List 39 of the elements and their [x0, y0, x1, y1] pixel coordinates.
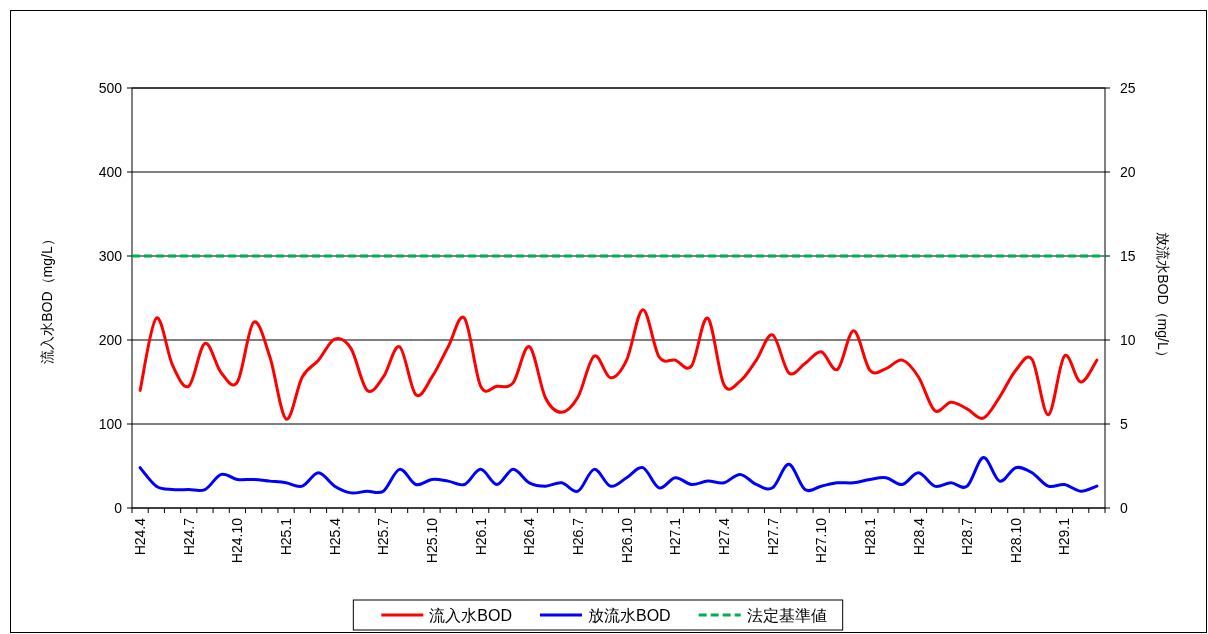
x-tick-label: H26.1 — [472, 517, 489, 556]
legend-label: 流入水BOD — [429, 607, 512, 624]
y-tick-label: 0 — [114, 500, 123, 516]
y-tick-label: 300 — [98, 248, 123, 264]
x-tick-label: H27.7 — [764, 517, 781, 556]
x-tick-label: H27.1 — [667, 517, 684, 556]
y2-tick-label: 15 — [1120, 248, 1136, 264]
y2-axis-title: 放流水BOD（mg/L） — [1155, 232, 1171, 364]
x-tick-label: H27.4 — [715, 517, 732, 556]
x-tick-label: H27.10 — [813, 517, 830, 564]
legend-label: 放流水BOD — [588, 607, 671, 624]
y2-tick-label: 10 — [1120, 332, 1136, 348]
y2-tick-label: 5 — [1120, 416, 1128, 432]
x-tick-label: H25.4 — [326, 517, 343, 556]
x-tick-label: H26.10 — [618, 517, 635, 564]
line-series — [138, 456, 1099, 495]
y2-tick-label: 0 — [1120, 500, 1128, 516]
x-tick-label: H29.1 — [1056, 517, 1073, 556]
y-tick-label: 400 — [98, 164, 123, 180]
legend-label: 法定基準値 — [746, 607, 827, 624]
x-tick-label: H25.7 — [375, 517, 392, 556]
x-tick-label: H28.4 — [910, 517, 927, 556]
x-tick-label: H24.10 — [229, 517, 246, 564]
y2-tick-label: 20 — [1120, 164, 1136, 180]
x-tick-label: H24.4 — [132, 517, 149, 556]
x-tick-label: H25.1 — [278, 517, 295, 556]
x-tick-label: H25.10 — [424, 517, 441, 564]
y-axis-title: 流入水BOD（mg/L） — [39, 232, 55, 364]
y-tick-label: 100 — [98, 416, 123, 432]
x-tick-label: H26.4 — [521, 517, 538, 556]
x-tick-label: H28.7 — [959, 517, 976, 556]
y-tick-label: 500 — [98, 80, 123, 96]
line-series — [138, 308, 1099, 421]
x-tick-label: H24.7 — [180, 517, 197, 556]
y2-tick-label: 25 — [1120, 80, 1136, 96]
x-tick-label: H26.7 — [569, 517, 586, 556]
x-tick-label: H28.1 — [861, 517, 878, 556]
x-tick-label: H28.10 — [1007, 517, 1024, 564]
y-tick-label: 200 — [98, 332, 123, 348]
